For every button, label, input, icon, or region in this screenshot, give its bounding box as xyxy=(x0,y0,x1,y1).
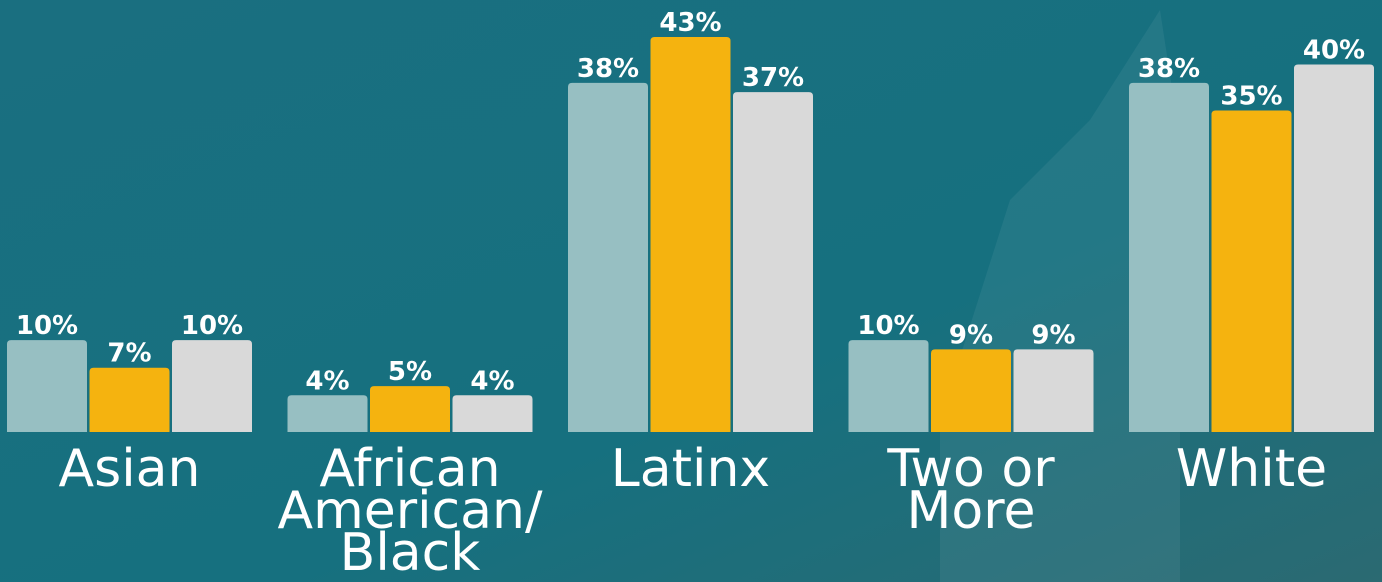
category-label: White xyxy=(1176,439,1327,499)
bar xyxy=(1294,65,1374,432)
bar xyxy=(7,340,87,432)
value-label: 4% xyxy=(305,366,349,396)
bar xyxy=(453,395,533,432)
bar xyxy=(1014,349,1094,432)
category-label: Latinx xyxy=(611,439,770,499)
bar xyxy=(849,340,929,432)
bar xyxy=(1129,83,1209,432)
bar xyxy=(288,395,368,432)
value-label: 37% xyxy=(742,63,804,93)
value-label: 7% xyxy=(107,339,151,369)
value-label: 38% xyxy=(1138,54,1200,84)
bar xyxy=(568,83,648,432)
bar xyxy=(172,340,252,432)
page: 10%7%10%Asian4%5%4%AfricanAmerican/Black… xyxy=(0,0,1382,582)
value-label: 10% xyxy=(181,311,243,341)
value-label: 10% xyxy=(857,311,919,341)
value-label: 40% xyxy=(1303,36,1365,66)
bar xyxy=(733,92,813,432)
bar xyxy=(651,37,731,432)
bar xyxy=(931,349,1011,432)
value-label: 9% xyxy=(1031,320,1075,350)
value-label: 5% xyxy=(388,357,432,387)
value-label: 35% xyxy=(1220,81,1282,111)
bar xyxy=(370,386,450,432)
value-label: 43% xyxy=(659,8,721,38)
value-label: 10% xyxy=(16,311,78,341)
bar xyxy=(1212,110,1292,432)
value-label: 38% xyxy=(577,54,639,84)
category-label: Asian xyxy=(59,439,201,499)
value-label: 9% xyxy=(949,320,993,350)
value-label: 4% xyxy=(470,366,514,396)
bar xyxy=(90,368,170,432)
chart: 10%7%10%Asian4%5%4%AfricanAmerican/Black… xyxy=(0,0,1382,582)
